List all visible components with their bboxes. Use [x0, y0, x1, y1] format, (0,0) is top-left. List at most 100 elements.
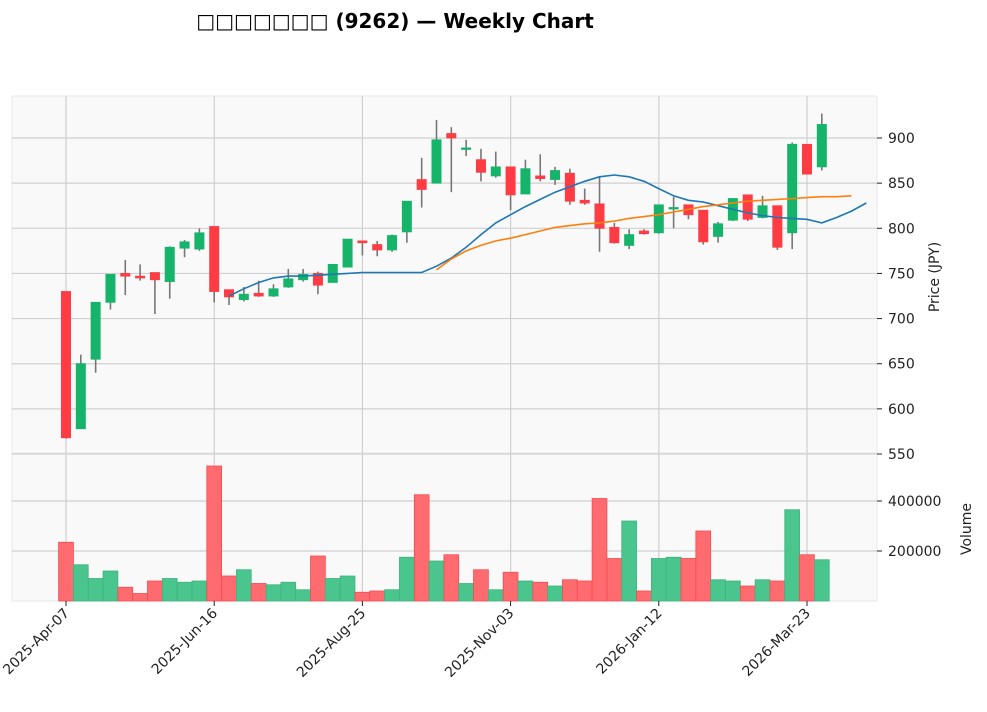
volume-bar [814, 559, 830, 602]
volume-bar [206, 465, 223, 602]
volume-bar [562, 579, 578, 602]
candlestick [401, 200, 412, 233]
candlestick [387, 235, 398, 251]
volume-bar [799, 554, 815, 602]
volume-bar [102, 570, 119, 602]
candlestick [816, 124, 827, 168]
candlestick [638, 230, 649, 235]
candlestick [179, 241, 190, 249]
volume-bar [310, 555, 326, 602]
volume-bar [547, 585, 563, 602]
volume-bar [399, 556, 415, 602]
svg-text:850: 850 [888, 176, 915, 192]
volume-bar [680, 558, 697, 602]
candlestick [135, 275, 146, 279]
candlestick [105, 273, 116, 303]
candlestick [209, 226, 220, 292]
moving-average-long [436, 195, 852, 271]
candlestick [609, 226, 620, 244]
candlestick [668, 207, 679, 210]
volume-bar [428, 560, 445, 602]
candlestick [653, 204, 664, 234]
volume-bar [591, 498, 608, 602]
volume-bar [161, 578, 178, 602]
volume-bar [295, 589, 311, 602]
svg-text:2025-Nov-03: 2025-Nov-03 [442, 606, 517, 681]
volume-bar [458, 583, 474, 602]
date-axis: 2025-Apr-07 2025-Jun-16 2025-Aug-25 2025-No… [0, 601, 814, 681]
volume-bar [147, 580, 163, 602]
volume-bar [502, 571, 519, 602]
candlestick [431, 139, 442, 184]
grid-lines [12, 96, 877, 601]
candlestick [342, 238, 353, 268]
moving-average-short [228, 174, 867, 297]
candlestick [594, 203, 605, 229]
chart-title: □□□□□□□ (9262) — Weekly Chart [196, 9, 594, 33]
svg-text:2025-Aug-25: 2025-Aug-25 [294, 606, 369, 681]
volume-bar [413, 494, 430, 602]
svg-text:2026-Mar-23: 2026-Mar-23 [740, 606, 814, 680]
volume-bar [769, 580, 786, 602]
volume-bar [369, 590, 386, 602]
candlestick [475, 159, 486, 173]
volume-bar [73, 564, 89, 602]
svg-text:750: 750 [888, 266, 915, 282]
volume-bar [695, 530, 712, 602]
candlestick [120, 273, 131, 277]
candlestick [61, 291, 72, 439]
candlesticks [61, 113, 827, 439]
volume-bar [250, 583, 267, 602]
candlestick [268, 288, 279, 297]
volume-bar [191, 580, 208, 602]
svg-text:2026-Jan-12: 2026-Jan-12 [594, 606, 666, 678]
volume-bar [576, 580, 593, 602]
moving-averages [228, 174, 867, 297]
volume-bar [132, 593, 148, 602]
candlestick [446, 133, 457, 139]
candlestick [416, 179, 427, 190]
candlestick [149, 272, 160, 281]
candlestick [357, 240, 368, 244]
candlestick [624, 234, 635, 246]
svg-text:900: 900 [888, 131, 915, 147]
candlestick [713, 223, 724, 237]
candlestick [757, 205, 768, 218]
volume-bar [58, 541, 74, 602]
candlestick [283, 278, 294, 288]
volume-bar [384, 589, 400, 602]
candlestick [461, 147, 472, 150]
candlestick [698, 209, 709, 243]
volume-bar [354, 591, 371, 602]
volume-bar [725, 580, 741, 602]
candlestick [802, 143, 813, 175]
volume-bar [636, 590, 652, 602]
svg-text:800: 800 [888, 221, 915, 237]
candlestick [742, 194, 753, 220]
volume-bar [739, 585, 756, 602]
volume-bar [221, 575, 237, 602]
svg-text:2025-Jun-16: 2025-Jun-16 [149, 605, 221, 677]
candlestick [787, 143, 798, 234]
volume-bar [265, 584, 282, 602]
volume-bar [280, 581, 297, 602]
volume-bars [58, 465, 830, 602]
candlestick [772, 205, 783, 248]
volume-bar [443, 554, 460, 602]
volume-bar [606, 558, 623, 602]
volume-bar [532, 581, 549, 602]
candlestick [490, 166, 501, 177]
svg-text:600: 600 [888, 402, 915, 418]
volume-bar [665, 556, 682, 602]
svg-text:2025-Apr-07: 2025-Apr-07 [0, 606, 73, 679]
candlestick [253, 292, 264, 297]
price-axis: 900 850 800 750 700 650 600 550 [877, 131, 915, 463]
volume-bar [517, 580, 534, 602]
price-axis-label: Price (JPY) [927, 242, 943, 312]
volume-bar [651, 558, 667, 602]
volume-bar [236, 569, 252, 602]
volume-axis: 400000 200000 [877, 494, 941, 560]
volume-bar [339, 575, 356, 602]
volume-bar [621, 520, 637, 602]
